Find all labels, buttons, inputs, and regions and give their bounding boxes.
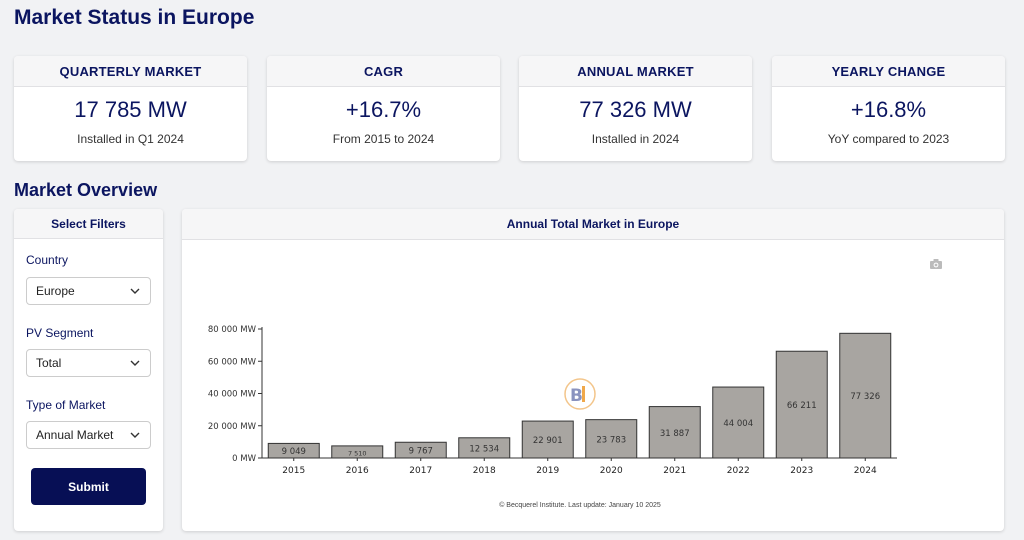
x-tick-label: 2020 (600, 466, 623, 476)
y-tick-label: 80 000 MW (208, 325, 257, 335)
market-type-label: Type of Market (26, 398, 106, 412)
bar (775, 350, 828, 459)
x-tick-label: 2016 (346, 466, 369, 476)
data-label: 9 049 (282, 447, 306, 457)
bar (521, 420, 574, 459)
filters-title: Select Filters (14, 209, 163, 239)
kpi-subtitle: Installed in 2024 (591, 132, 680, 146)
data-label: 31 887 (660, 429, 690, 439)
kpi-header: CAGR (267, 56, 500, 87)
y-tick-label: 40 000 MW (208, 390, 257, 400)
x-tick-label: 2017 (409, 466, 432, 476)
svg-text:B: B (570, 386, 583, 406)
pv-segment-label: PV Segment (26, 326, 94, 340)
market-type-select[interactable]: Annual Market (26, 421, 151, 449)
y-tick-label: 20 000 MW (208, 422, 257, 432)
chart-title: Annual Total Market in Europe (182, 209, 1004, 240)
bar-chart: B 0 MW 20 000 MW 40 000 MW 60 000 MW 80 000 … (208, 325, 897, 476)
data-label: 23 783 (596, 435, 626, 445)
y-tick-label: 60 000 MW (208, 357, 257, 367)
x-tick-label: 2024 (854, 466, 877, 476)
kpi-subtitle: Installed in Q1 2024 (77, 132, 184, 146)
kpi-value: +16.7% (345, 97, 422, 122)
country-label: Country (26, 253, 69, 267)
bar (839, 332, 892, 459)
watermark-logo: B (564, 378, 596, 410)
bar (267, 442, 320, 459)
pv-segment-select[interactable]: Total (26, 349, 151, 377)
data-label: 66 211 (787, 401, 817, 411)
bar (712, 386, 765, 459)
data-label: 12 534 (469, 444, 499, 454)
kpi-card-annual-market: ANNUAL MARKET 77 326 MW Installed in 202… (519, 56, 752, 161)
data-label: 7 510 (348, 449, 367, 457)
bar (331, 445, 384, 459)
kpi-card-cagr: CAGR +16.7% From 2015 to 2024 (267, 56, 500, 161)
kpi-header: ANNUAL MARKET (519, 56, 752, 87)
bar (585, 419, 638, 459)
x-tick-label: 2021 (663, 466, 686, 476)
y-tick-label: 0 MW (232, 454, 256, 464)
bar (458, 437, 511, 459)
chart-footer: © Becquerel Institute. Last update: Janu… (499, 502, 661, 509)
data-label: 9 767 (409, 447, 433, 457)
section-title: Market Overview (14, 180, 158, 200)
x-tick-label: 2022 (727, 466, 750, 476)
bar (394, 441, 447, 459)
chart-card: Annual Total Market in Europe B 0 MW 20 0… (182, 209, 1004, 531)
filters-panel: Select Filters Country Europe PV Segment… (14, 209, 163, 531)
x-tick-label: 2019 (536, 466, 559, 476)
kpi-subtitle: From 2015 to 2024 (332, 132, 435, 146)
submit-button[interactable]: Submit (31, 468, 146, 505)
data-label: 77 326 (850, 392, 880, 402)
data-label: 44 004 (723, 419, 753, 429)
kpi-header: YEARLY CHANGE (772, 56, 1005, 87)
pv-segment-select-value: Total (36, 356, 62, 370)
chevron-down-icon (130, 360, 140, 366)
bar (648, 406, 701, 459)
kpi-value: +16.8% (850, 97, 927, 122)
kpi-subtitle: YoY compared to 2023 (827, 132, 950, 146)
chevron-down-icon (130, 432, 140, 438)
data-label: 22 901 (533, 436, 563, 446)
kpi-value: 17 785 MW (74, 97, 187, 122)
chevron-down-icon (130, 288, 140, 294)
kpi-header: QUARTERLY MARKET (14, 56, 247, 87)
market-type-select-value: Annual Market (36, 428, 114, 442)
camera-icon[interactable] (929, 258, 943, 270)
country-select-value: Europe (36, 284, 75, 298)
kpi-card-quarterly-market: QUARTERLY MARKET 17 785 MW Installed in … (14, 56, 247, 161)
country-select[interactable]: Europe (26, 277, 151, 305)
page-title: Market Status in Europe (14, 6, 255, 29)
kpi-value: 77 326 MW (579, 97, 692, 122)
x-tick-label: 2023 (790, 466, 813, 476)
x-tick-label: 2015 (282, 466, 305, 476)
x-tick-label: 2018 (473, 466, 496, 476)
kpi-card-yearly-change: YEARLY CHANGE +16.8% YoY compared to 202… (772, 56, 1005, 161)
